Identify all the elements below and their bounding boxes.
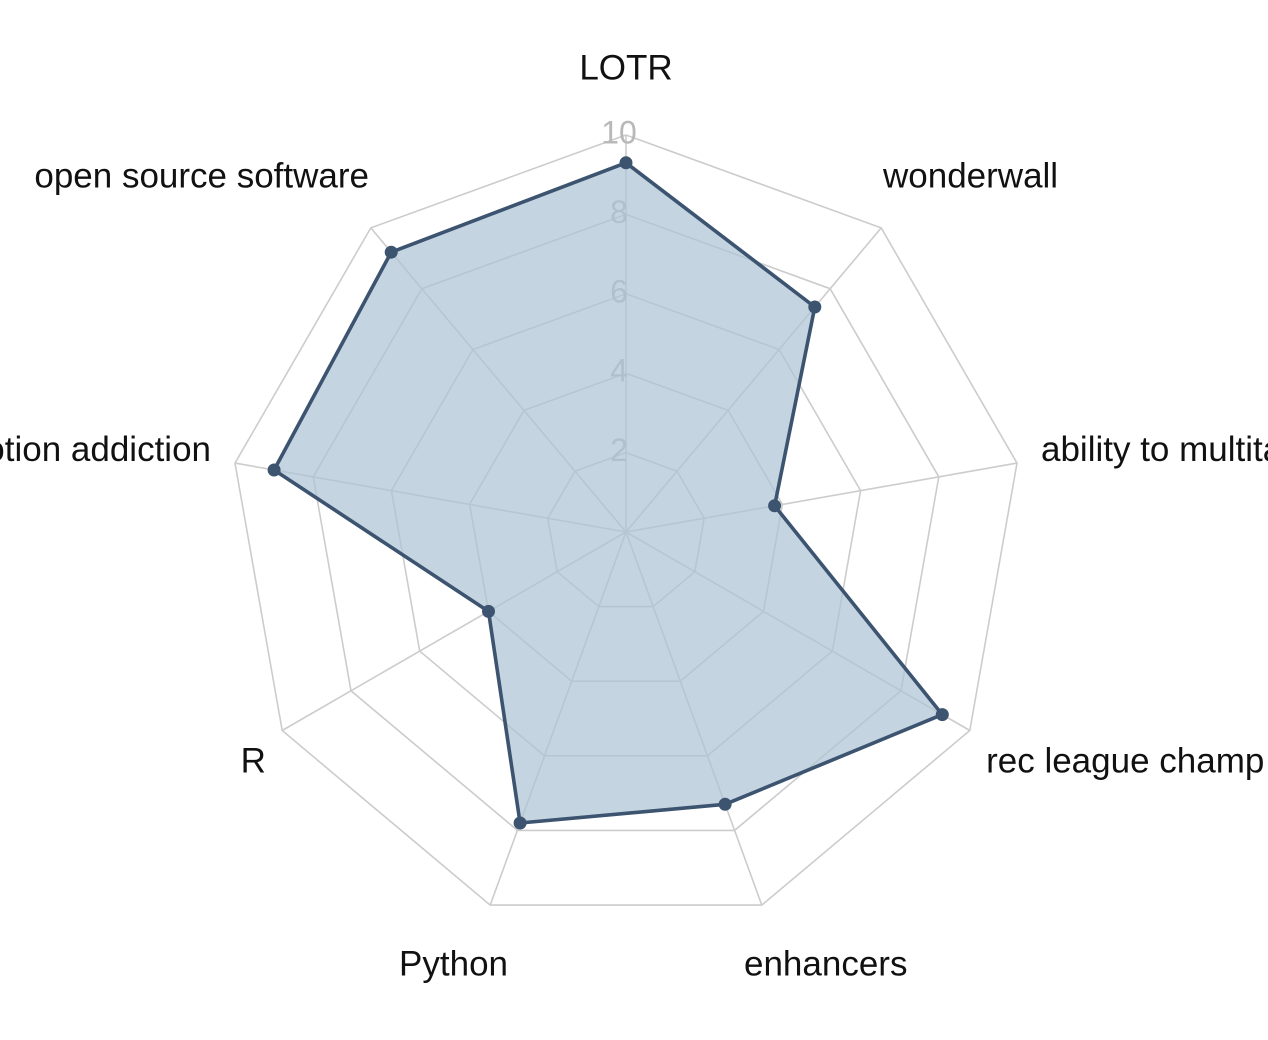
data-point [619, 156, 633, 170]
axis-label: open source software [34, 156, 369, 195]
data-point [808, 300, 822, 314]
axis-labels: LOTR wonderwall ability to multitask rec le… [0, 48, 1268, 983]
data-point [267, 463, 281, 477]
data-point [768, 499, 782, 513]
data-point [384, 245, 398, 259]
series-layer [267, 156, 949, 830]
axis-label: ability to multitask [1041, 430, 1268, 469]
data-point [513, 816, 527, 830]
series-area [274, 162, 943, 824]
data-point [718, 797, 732, 811]
axis-label: R [241, 741, 266, 780]
series-line [272, 161, 945, 825]
axis-label: LOTR [579, 48, 672, 87]
axis-label: enhancers [744, 944, 907, 983]
axis-label: wonderwall [882, 156, 1058, 195]
data-point [482, 604, 495, 618]
grid-ring-10 [234, 134, 1018, 906]
axis-label: Notion addiction [0, 430, 211, 469]
axis-label: Python [399, 944, 508, 983]
axis-label: rec league champ [986, 741, 1264, 780]
data-point [935, 708, 949, 722]
tick-label: 10 [601, 114, 637, 150]
